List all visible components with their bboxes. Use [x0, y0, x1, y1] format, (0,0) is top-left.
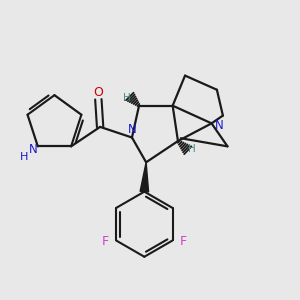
Text: H: H — [188, 144, 195, 154]
Text: F: F — [102, 235, 109, 248]
Text: N: N — [29, 143, 38, 156]
Text: F: F — [180, 235, 187, 248]
Text: H: H — [123, 93, 130, 103]
Text: N: N — [128, 123, 136, 136]
Text: H: H — [20, 152, 28, 162]
Text: O: O — [93, 86, 103, 99]
Text: N: N — [215, 118, 224, 132]
Polygon shape — [140, 162, 148, 192]
